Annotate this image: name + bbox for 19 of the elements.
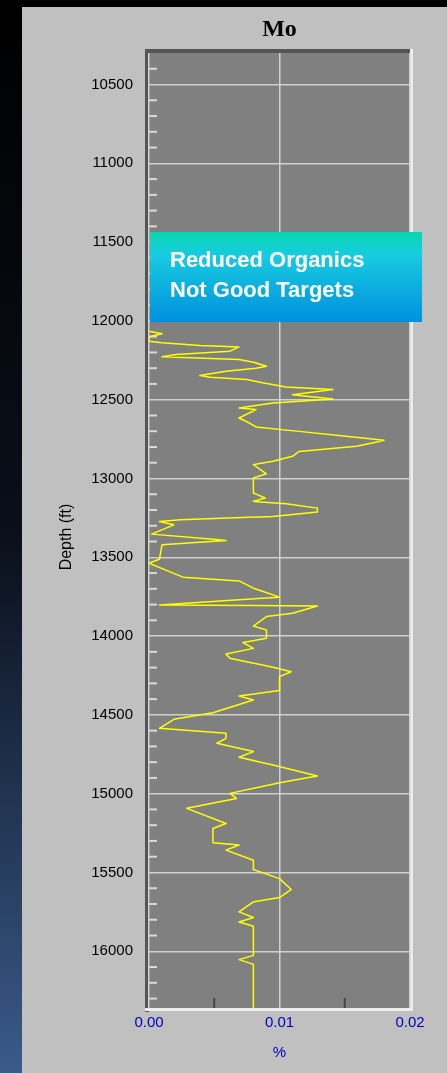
x-axis-title: % [271, 1043, 288, 1060]
chart-title: Mo [261, 15, 298, 42]
y-tick-label: 15000 [91, 783, 133, 801]
y-tick-label: 12000 [91, 311, 133, 329]
y-tick-label: 12500 [91, 389, 133, 407]
y-tick-label: 16000 [91, 941, 133, 959]
y-tick-label: 11000 [92, 153, 133, 171]
y-tick-label: 14000 [91, 626, 133, 644]
callout-box: Reduced Organics Not Good Targets [150, 232, 422, 322]
y-tick-label: 15500 [91, 862, 133, 880]
x-tick-label: 0.01 [264, 1013, 295, 1031]
y-tick-label: 14500 [91, 705, 133, 723]
y-tick-label: 11500 [92, 232, 133, 250]
x-tick-label: 0.00 [134, 1013, 164, 1031]
y-tick-label: 13000 [91, 468, 133, 486]
y-tick-label: 10500 [91, 74, 133, 92]
x-tick-label: 0.02 [395, 1013, 425, 1031]
y-tick-label: 13500 [91, 547, 133, 565]
y-axis-title: Depth (ft) [57, 503, 75, 571]
